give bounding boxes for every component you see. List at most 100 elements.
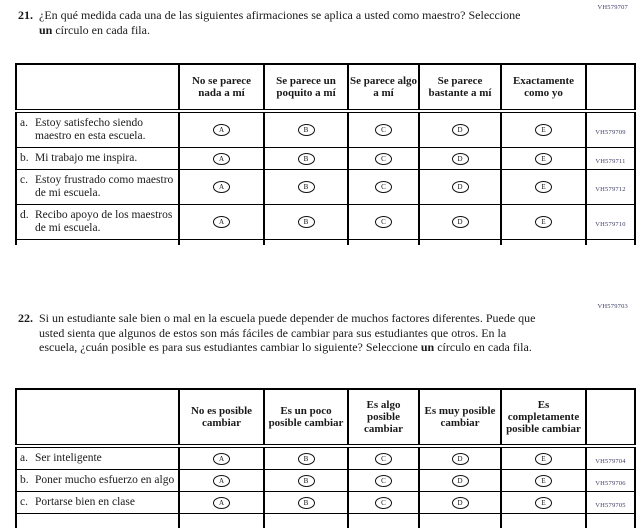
option-cell: A xyxy=(178,469,264,492)
option-bubble-e[interactable]: E xyxy=(535,496,552,509)
option-bubble-c[interactable]: C xyxy=(375,181,392,194)
row-letter: c. xyxy=(20,496,28,508)
option-cell: D xyxy=(418,204,501,240)
option-cell: D xyxy=(418,110,501,148)
option-bubble-d[interactable]: D xyxy=(451,452,469,465)
option-cell: D xyxy=(418,169,501,205)
table-row: c. Estoy frustrado como maestro de mi esc… xyxy=(15,169,635,205)
column-header: No se parece nada a mí xyxy=(178,64,264,113)
option-bubble-b[interactable]: B xyxy=(297,452,315,465)
option-bubble-e[interactable]: E xyxy=(535,474,552,487)
table-row: a. Ser inteligente A B C D E VH579704 xyxy=(15,445,635,470)
row-accession-code: VH579704 xyxy=(585,445,635,470)
option-cell: C xyxy=(347,491,419,514)
row-label-header xyxy=(15,389,179,448)
question-21-response-table: No se parece nada a mí Se parece un poqui… xyxy=(15,63,636,245)
table-row: b. Mi trabajo me inspira. A B C D E VH579711 xyxy=(15,147,635,170)
column-header: Se parece algo a mí xyxy=(347,64,419,113)
table-edge-stub xyxy=(15,239,635,245)
option-bubble-c[interactable]: C xyxy=(375,124,392,137)
option-bubble-e[interactable]: E xyxy=(535,152,552,165)
option-cell: C xyxy=(347,169,419,205)
option-bubble-d[interactable]: D xyxy=(451,181,469,194)
option-cell: E xyxy=(500,445,586,470)
option-bubble-d[interactable]: D xyxy=(451,152,469,165)
option-cell: D xyxy=(418,445,501,470)
row-statement: Ser inteligente xyxy=(35,452,102,464)
option-bubble-c[interactable]: C xyxy=(375,216,392,229)
question-22-text: 22. Si un estudiante sale bien o mal en … xyxy=(18,311,536,355)
row-accession-code: VH579709 xyxy=(585,110,635,148)
option-bubble-e[interactable]: E xyxy=(535,216,552,229)
table-row: a. Estoy satisfecho siendo maestro en est… xyxy=(15,110,635,148)
option-bubble-d[interactable]: D xyxy=(451,216,469,229)
row-label: c. Portarse bien en clase xyxy=(15,491,179,514)
row-label: d. Recibo apoyo de los maestros de mi esc… xyxy=(15,204,179,240)
option-bubble-d[interactable]: D xyxy=(451,496,469,509)
question-21-accession-code: VH579707 xyxy=(597,4,628,11)
table-row: c. Portarse bien en clase A B C D E VH579705 xyxy=(15,491,635,514)
option-cell: B xyxy=(263,169,348,205)
option-cell: C xyxy=(347,204,419,240)
option-cell: C xyxy=(347,469,419,492)
option-cell: C xyxy=(347,445,419,470)
option-cell: E xyxy=(500,110,586,148)
option-bubble-a[interactable]: A xyxy=(213,452,230,465)
option-bubble-d[interactable]: D xyxy=(451,124,469,137)
row-statement: Estoy satisfecho siendo maestro en esta … xyxy=(35,117,146,142)
option-bubble-a[interactable]: A xyxy=(213,496,230,509)
option-cell: E xyxy=(500,169,586,205)
question-22-response-table: No es posible cambiar Es un poco posible … xyxy=(15,388,636,528)
row-label: a. Estoy satisfecho siendo maestro en est… xyxy=(15,110,179,148)
row-letter: b. xyxy=(20,474,29,486)
option-bubble-b[interactable]: B xyxy=(297,216,315,229)
option-cell: B xyxy=(263,147,348,170)
option-bubble-b[interactable]: B xyxy=(297,496,315,509)
option-bubble-c[interactable]: C xyxy=(375,474,392,487)
row-label: a. Ser inteligente xyxy=(15,445,179,470)
option-bubble-c[interactable]: C xyxy=(375,452,392,465)
question-21-number: 21. xyxy=(18,8,33,22)
header-row: No se parece nada a mí Se parece un poqui… xyxy=(15,64,635,113)
option-bubble-a[interactable]: A xyxy=(213,181,230,194)
column-header: Se parece bastante a mí xyxy=(418,64,501,113)
option-bubble-a[interactable]: A xyxy=(213,474,230,487)
option-bubble-a[interactable]: A xyxy=(213,152,230,165)
option-bubble-d[interactable]: D xyxy=(451,474,469,487)
option-bubble-e[interactable]: E xyxy=(535,452,552,465)
row-accession-code: VH579705 xyxy=(585,491,635,514)
option-cell: E xyxy=(500,491,586,514)
row-statement: Portarse bien en clase xyxy=(35,496,135,508)
option-bubble-e[interactable]: E xyxy=(535,124,552,137)
option-cell: A xyxy=(178,110,264,148)
column-header: Es algo posible cambiar xyxy=(347,389,419,448)
table-edge-stub xyxy=(15,513,635,528)
option-bubble-b[interactable]: B xyxy=(297,152,315,165)
option-bubble-c[interactable]: C xyxy=(375,496,392,509)
option-bubble-b[interactable]: B xyxy=(297,124,315,137)
question-21-body: ¿En qué medida cada una de las siguiente… xyxy=(39,8,521,37)
header-row: No es posible cambiar Es un poco posible … xyxy=(15,389,635,448)
option-bubble-b[interactable]: B xyxy=(297,181,315,194)
option-bubble-a[interactable]: A xyxy=(213,216,230,229)
option-cell: D xyxy=(418,469,501,492)
option-cell: D xyxy=(418,147,501,170)
option-cell: A xyxy=(178,491,264,514)
question-21-text: 21. ¿En qué medida cada una de las sigui… xyxy=(18,8,532,37)
column-header: Exactamente como yo xyxy=(500,64,586,113)
option-bubble-e[interactable]: E xyxy=(535,181,552,194)
row-statement: Poner mucho esfuerzo en algo xyxy=(35,474,175,486)
option-bubble-b[interactable]: B xyxy=(297,474,315,487)
column-header: No es posible cambiar xyxy=(178,389,264,448)
option-bubble-c[interactable]: C xyxy=(375,152,392,165)
column-header: Es un poco posible cambiar xyxy=(263,389,348,448)
row-letter: a. xyxy=(20,117,28,129)
question-22-accession-code: VH579703 xyxy=(597,303,628,310)
option-cell: E xyxy=(500,204,586,240)
option-cell: D xyxy=(418,491,501,514)
row-statement: Mi trabajo me inspira. xyxy=(35,152,138,164)
row-label: b. Mi trabajo me inspira. xyxy=(15,147,179,170)
row-accession-code: VH579710 xyxy=(585,204,635,240)
option-bubble-a[interactable]: A xyxy=(213,124,230,137)
